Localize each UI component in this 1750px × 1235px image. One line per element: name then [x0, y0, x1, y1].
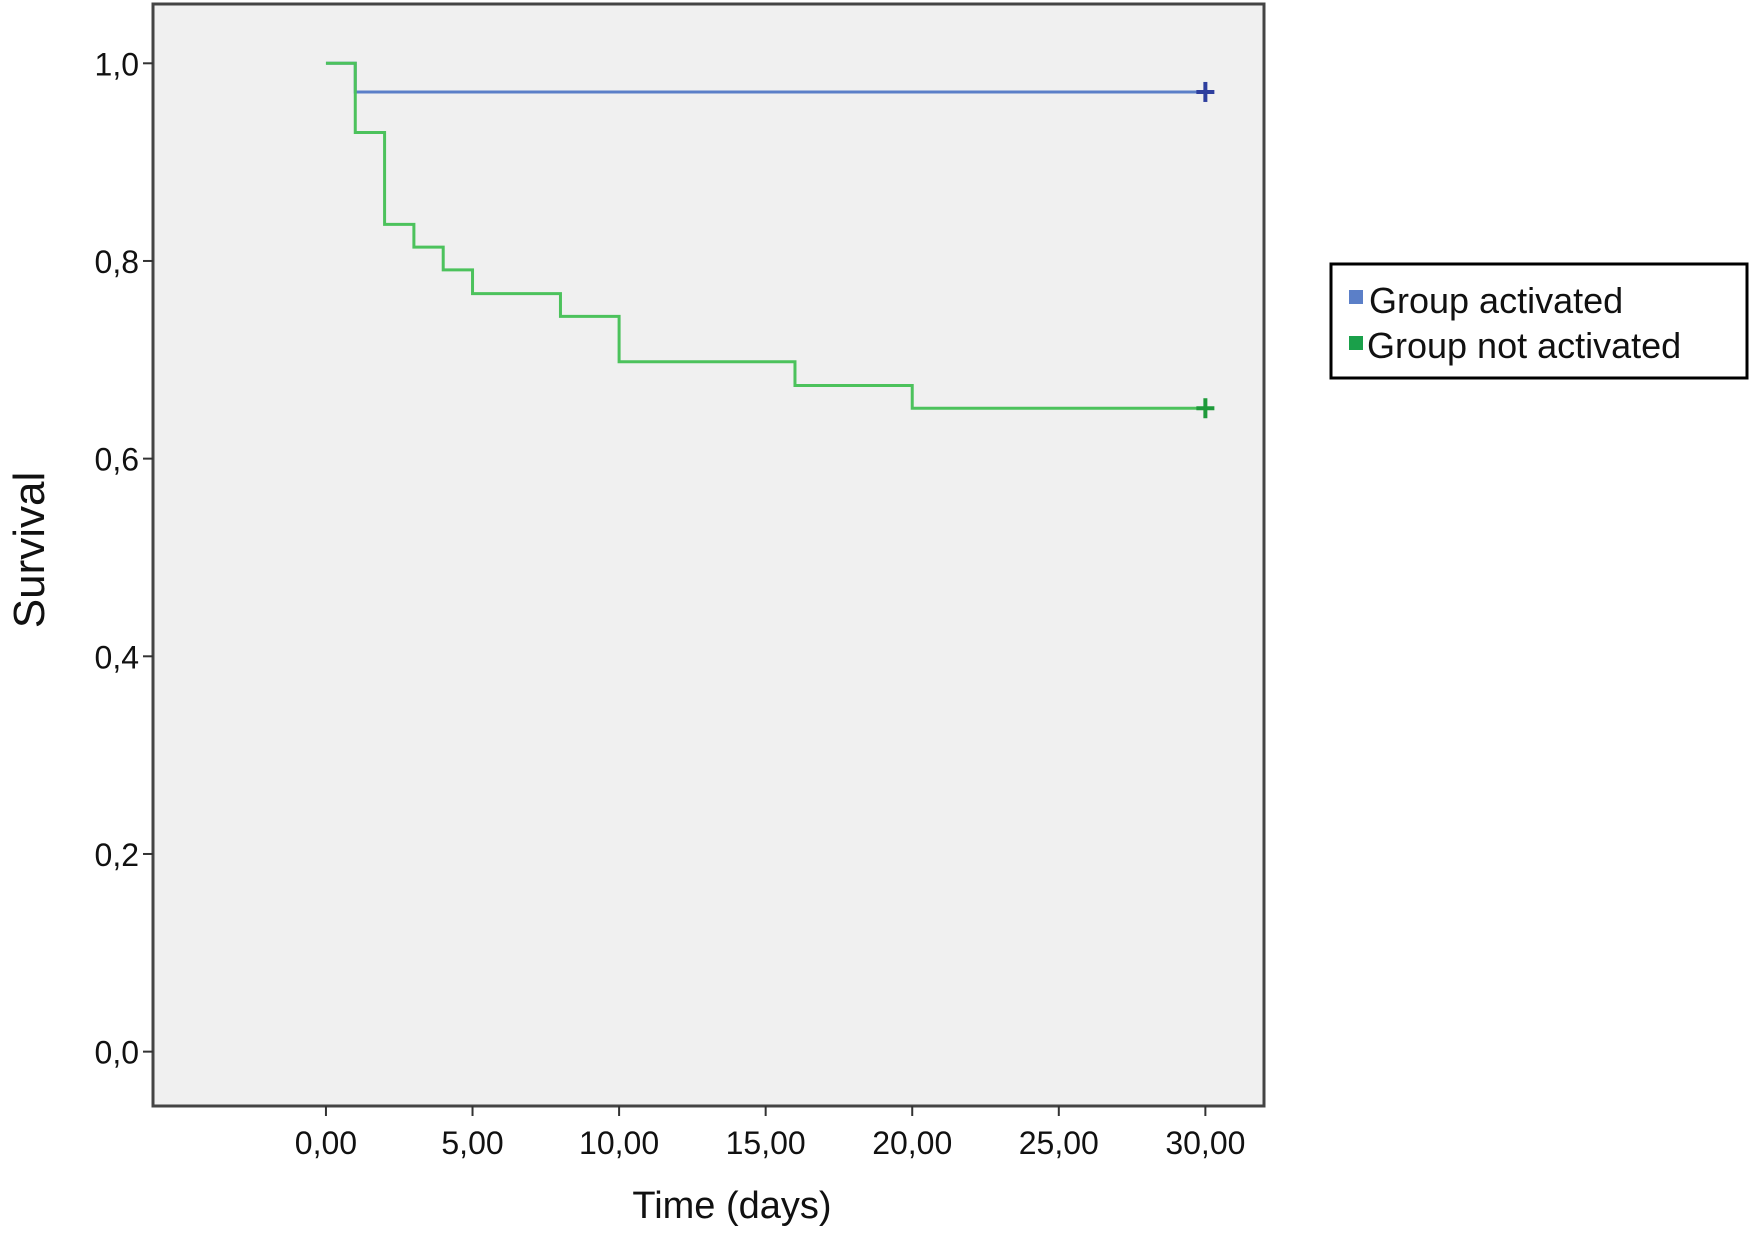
x-tick-label: 10,00 [579, 1125, 659, 1161]
x-tick-label: 0,00 [295, 1125, 357, 1161]
legend-label-group-not-activated: Group not activated [1367, 325, 1681, 366]
series-layer [325, 61, 1215, 419]
legend-swatch-group-activated [1349, 290, 1363, 304]
series-line-group-not-activated [325, 61, 1206, 410]
legend-swatch-group-not-activated [1349, 336, 1363, 350]
y-tick-label: 0,6 [95, 442, 139, 478]
y-axis-label: Survival [5, 472, 54, 629]
legend-label-group-activated: Group activated [1369, 280, 1623, 321]
x-tick-label: 15,00 [726, 1125, 806, 1161]
y-tick-label: 1,0 [95, 46, 139, 82]
censor-mark-group-activated [1196, 81, 1215, 102]
legend-box [1329, 262, 1749, 380]
x-tick-label: 25,00 [1019, 1125, 1099, 1161]
x-tick-label: 20,00 [872, 1125, 952, 1161]
censor-mark-group-not-activated [1196, 398, 1215, 419]
x-tick-label: 5,00 [441, 1125, 503, 1161]
plot-area [151, 2, 1266, 1108]
y-tick-label: 0,4 [95, 639, 139, 675]
legend: Group activated Group not activated [1329, 262, 1749, 380]
x-axis-label: Time (days) [632, 1185, 831, 1227]
y-tick-label: 0,0 [95, 1035, 139, 1071]
y-tick-label: 0,2 [95, 837, 139, 873]
x-tick-label: 30,00 [1165, 1125, 1245, 1161]
axes: 0,0 0,2 0,4 0,6 0,8 1,0 0,00 5,00 10,00 15,00 20,0… [95, 46, 1246, 1161]
y-tick-label: 0,8 [95, 244, 139, 280]
